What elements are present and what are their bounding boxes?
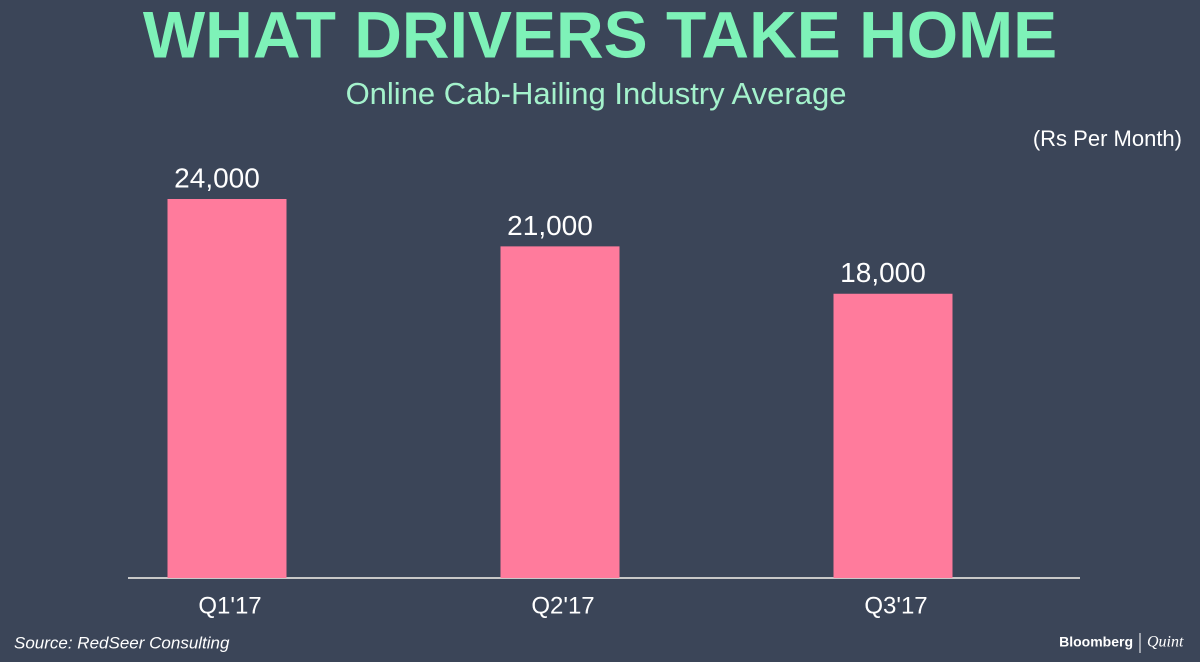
source-note: Source: RedSeer Consulting bbox=[14, 633, 230, 652]
chart-title: WHAT DRIVERS TAKE HOME bbox=[143, 0, 1057, 71]
x-tick-label: Q2'17 bbox=[531, 592, 594, 619]
brand-second: Quint bbox=[1147, 634, 1184, 651]
value-label: 24,000 bbox=[174, 162, 260, 193]
value-label: 18,000 bbox=[840, 257, 926, 288]
bar bbox=[167, 199, 287, 578]
brand: Bloomberg bbox=[1059, 634, 1133, 650]
value-label: 21,000 bbox=[507, 210, 593, 241]
chart-subtitle: Online Cab-Hailing Industry Average bbox=[346, 76, 847, 111]
bar bbox=[833, 293, 953, 578]
bar bbox=[500, 246, 620, 578]
x-tick-label: Q1'17 bbox=[198, 592, 261, 619]
x-tick-label: Q3'17 bbox=[864, 592, 927, 619]
unit-label: (Rs Per Month) bbox=[1033, 126, 1182, 151]
